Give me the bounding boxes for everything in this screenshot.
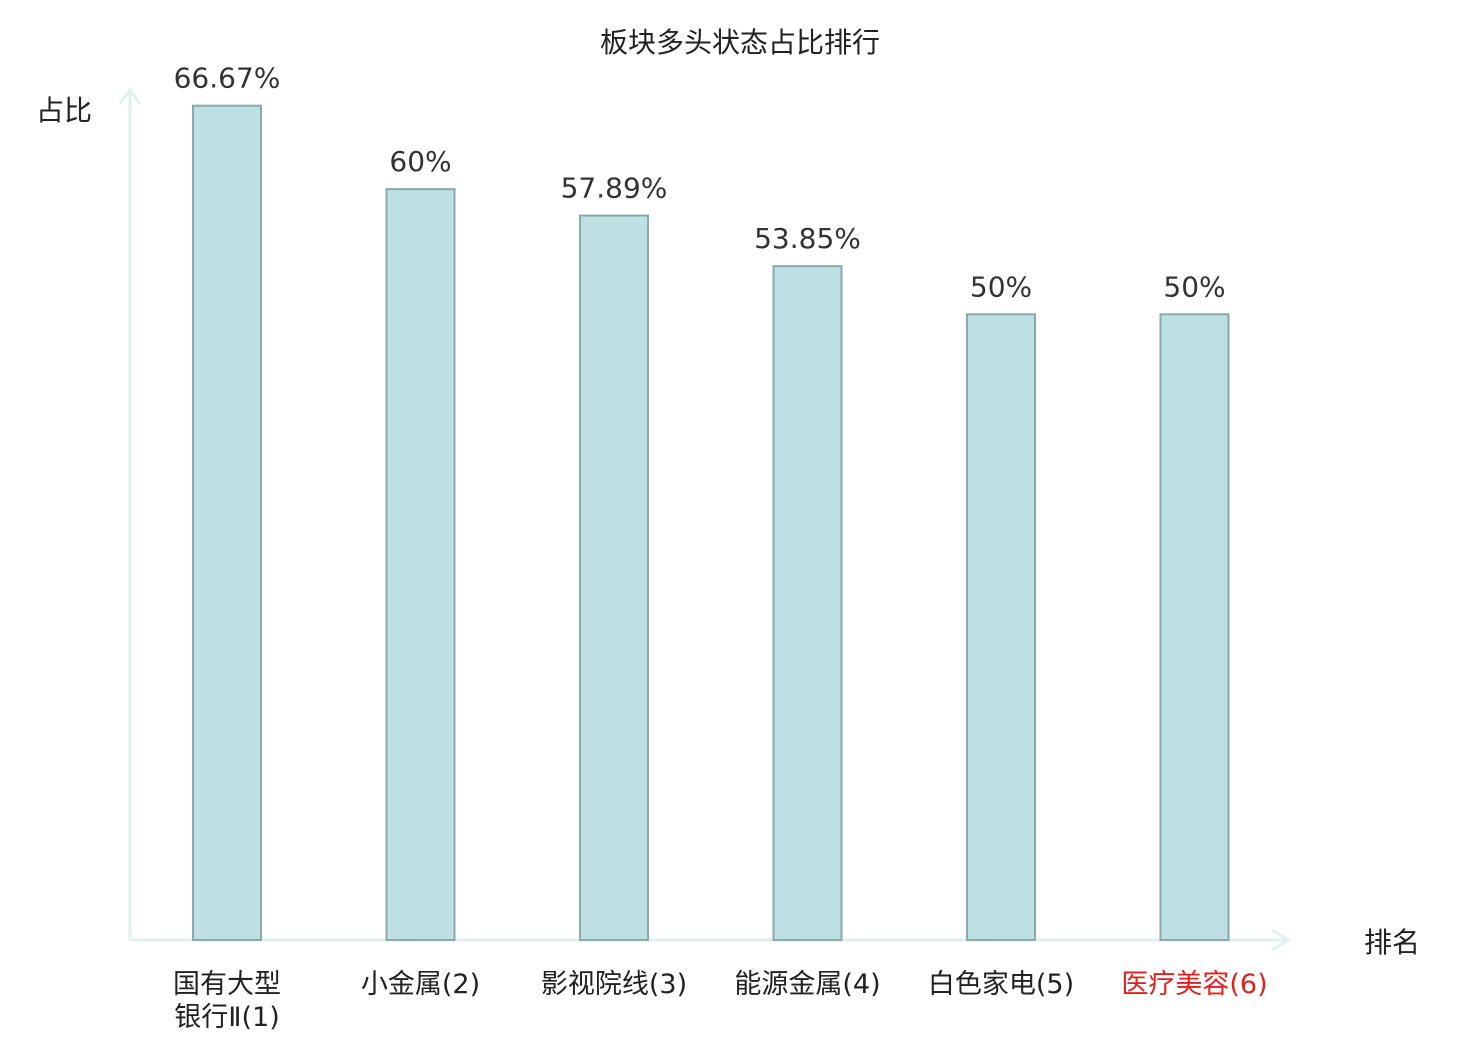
category-label: 小金属(2) <box>361 969 480 1000</box>
y-axis-label: 占比 <box>36 94 92 127</box>
bar <box>579 214 649 942</box>
category-labels-group: 国有大型银行Ⅱ(1) 小金属(2) 影视院线(3) 能源金属(4) 白色家电(5) 医疗美… <box>173 969 1268 1033</box>
category-label-line: 影视院线(3) <box>541 969 687 1000</box>
chart-title: 板块多头状态占比排行 <box>600 26 880 59</box>
x-axis-arrow-icon <box>1271 928 1291 952</box>
bar-value-label: 66.67% <box>174 62 281 95</box>
bar <box>385 188 456 941</box>
value-labels-group: 66.67% 60% 57.89% 53.85% 50% 50% <box>174 62 1226 304</box>
category-label-line: 银行Ⅱ(1) <box>174 1002 280 1033</box>
bar-value-label: 60% <box>389 145 451 178</box>
category-label: 白色家电(5) <box>928 969 1074 1000</box>
bar-value-label: 53.85% <box>754 222 861 255</box>
x-axis-label: 排名 <box>1364 926 1420 959</box>
category-label: 医疗美容(6) <box>1121 969 1267 1000</box>
bar-value-label: 50% <box>1163 270 1225 303</box>
category-label: 能源金属(4) <box>734 969 880 1000</box>
category-label-line: 小金属(2) <box>361 969 480 1000</box>
bar <box>1159 313 1230 941</box>
bars-group <box>192 104 1230 942</box>
bar <box>966 313 1036 941</box>
category-label-line: 国有大型 <box>173 969 281 1000</box>
bar <box>192 104 262 942</box>
bar-value-label: 50% <box>970 270 1032 303</box>
bar <box>772 265 843 941</box>
category-label: 影视院线(3) <box>541 969 687 1000</box>
category-label-line: 医疗美容(6) <box>1121 969 1267 1000</box>
y-axis-arrow-icon <box>118 87 142 105</box>
bar-value-label: 57.89% <box>561 172 668 205</box>
category-label: 国有大型银行Ⅱ(1) <box>173 969 281 1033</box>
category-label-line: 白色家电(5) <box>928 969 1074 1000</box>
category-label-line: 能源金属(4) <box>734 969 880 1000</box>
